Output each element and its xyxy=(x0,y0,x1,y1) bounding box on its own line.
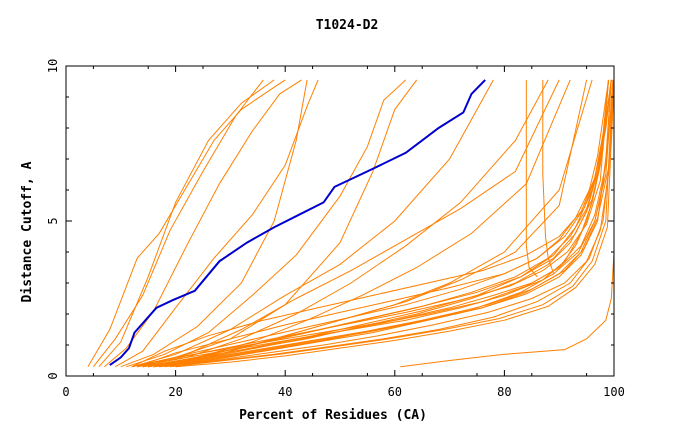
series-line-1 xyxy=(87,79,286,367)
y-axis-label: Distance Cutoff, A xyxy=(20,161,35,302)
series-line-2 xyxy=(93,79,264,368)
series-line-28 xyxy=(137,79,612,368)
x-tick-label: 80 xyxy=(497,385,511,399)
series-line-16 xyxy=(542,79,555,274)
series-line-6 xyxy=(120,79,308,368)
x-tick-label: 40 xyxy=(278,385,292,399)
series-line-11 xyxy=(137,79,560,368)
series-line-32 xyxy=(159,79,615,368)
series-line-3 xyxy=(104,79,302,368)
series-line-36 xyxy=(175,79,615,368)
chart-series-group xyxy=(87,79,615,368)
series-line-25 xyxy=(153,79,612,368)
series-line-5 xyxy=(115,79,319,368)
series-line-31 xyxy=(153,79,612,368)
x-tick-label: 20 xyxy=(168,385,182,399)
y-tick-label: 10 xyxy=(46,59,60,73)
y-tick-label: 5 xyxy=(46,217,60,224)
series-line-26 xyxy=(159,79,615,368)
x-tick-label: 60 xyxy=(388,385,402,399)
chart-title: T1024-D2 xyxy=(316,18,379,33)
series-line-30 xyxy=(148,79,609,368)
y-tick-label: 0 xyxy=(46,372,60,379)
series-line-4 xyxy=(98,79,275,368)
series-line-29 xyxy=(164,79,615,368)
highlight-series-group xyxy=(109,79,486,366)
series-line-7 xyxy=(126,79,407,368)
x-axis-label: Percent of Residues (CA) xyxy=(239,408,427,423)
x-tick-label: 100 xyxy=(603,385,625,399)
series-line-18 xyxy=(131,79,609,368)
series-line-33 xyxy=(142,79,609,368)
series-line-34 xyxy=(153,79,614,368)
series-line-19 xyxy=(137,79,612,368)
axis-ticks: 0 20 40 60 80 100 0 5 10 xyxy=(46,59,625,399)
series-line-35 xyxy=(170,79,614,368)
series-line-17 xyxy=(400,79,615,368)
series-line-12 xyxy=(142,79,571,368)
series-line-27 xyxy=(131,79,609,368)
series-line-10 xyxy=(137,79,549,368)
x-tick-label: 0 xyxy=(62,385,69,399)
highlight-series-line xyxy=(109,79,486,366)
